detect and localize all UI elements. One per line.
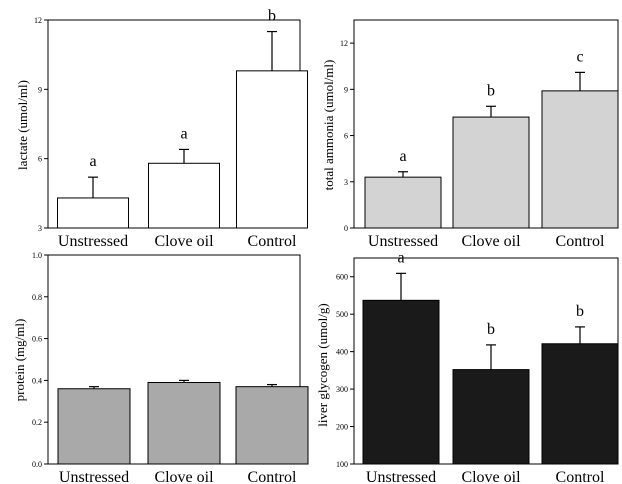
category-label: Control [248, 233, 297, 250]
significance-letter: a [180, 125, 187, 142]
y-axis-label: liver glycogen (umol/g) [315, 303, 330, 426]
bar [362, 299, 440, 465]
category-label: Clove oil [461, 469, 521, 484]
y-tick-label: 12 [34, 16, 42, 25]
significance-letter: a [397, 249, 404, 266]
category-label: Unstressed [366, 469, 436, 484]
bar [452, 369, 530, 465]
bar [364, 176, 442, 229]
category-label: Clove oil [154, 233, 214, 250]
category-label: Control [556, 469, 605, 484]
protein-panel: protein (mg/ml) 0.0 0.2 0.4 0.6 0.8 1.0 Unstre… [12, 251, 309, 484]
bar [541, 90, 619, 229]
bar [148, 162, 220, 229]
lactate-panel: lactate (umol/ml) 3 6 9 12 a Unstressed a Clove… [15, 8, 308, 250]
y-tick-label: 1.0 [32, 251, 42, 260]
bar [57, 388, 131, 465]
y-tick-label: 0.8 [32, 293, 42, 302]
y-tick-label: 300 [336, 385, 348, 394]
y-tick-label: 100 [336, 460, 348, 469]
significance-letter: b [576, 303, 584, 320]
significance-letter: b [487, 82, 495, 99]
y-axis-label: protein (mg/ml) [12, 319, 27, 402]
category-label: Unstressed [59, 469, 129, 484]
y-tick-label: 9 [38, 85, 42, 94]
category-label: Unstressed [58, 233, 128, 250]
y-tick-label: 3 [38, 224, 42, 233]
y-tick-label: 3 [344, 178, 348, 187]
category-label: Control [556, 233, 605, 250]
bar [235, 386, 309, 465]
ammonia-panel: total ammonia (umol/ml) 0 3 6 9 12 a Unstresse… [321, 19, 619, 250]
y-tick-label: 600 [336, 273, 348, 282]
bar [147, 381, 221, 465]
bar [236, 70, 308, 229]
y-axis-label: total ammonia (umol/ml) [321, 60, 336, 191]
y-tick-label: 0.6 [32, 335, 42, 344]
glycogen-panel: liver glycogen (umol/g) 100 200 300 400 500 6… [315, 249, 619, 484]
bar [452, 116, 530, 229]
category-label: Clove oil [154, 469, 214, 484]
significance-letter: b [268, 8, 276, 25]
y-tick-label: 9 [344, 85, 348, 94]
significance-letter: a [399, 148, 406, 165]
y-tick-label: 0.0 [32, 460, 42, 469]
y-tick-label: 400 [336, 348, 348, 357]
bar [541, 343, 619, 465]
y-tick-label: 6 [344, 132, 348, 141]
significance-letter: c [576, 48, 583, 65]
y-tick-label: 0.2 [32, 418, 42, 427]
significance-letter: b [487, 321, 495, 338]
category-label: Unstressed [368, 233, 438, 250]
y-tick-label: 12 [340, 39, 348, 48]
y-tick-label: 6 [38, 155, 42, 164]
category-label: Control [248, 469, 297, 484]
significance-letter: a [89, 153, 96, 170]
y-tick-label: 0 [344, 224, 348, 233]
bar [57, 197, 129, 229]
y-axis-label: lactate (umol/ml) [15, 80, 30, 170]
category-label: Clove oil [461, 233, 521, 250]
y-tick-label: 500 [336, 310, 348, 319]
y-tick-label: 0.4 [32, 376, 42, 385]
y-tick-label: 200 [336, 423, 348, 432]
